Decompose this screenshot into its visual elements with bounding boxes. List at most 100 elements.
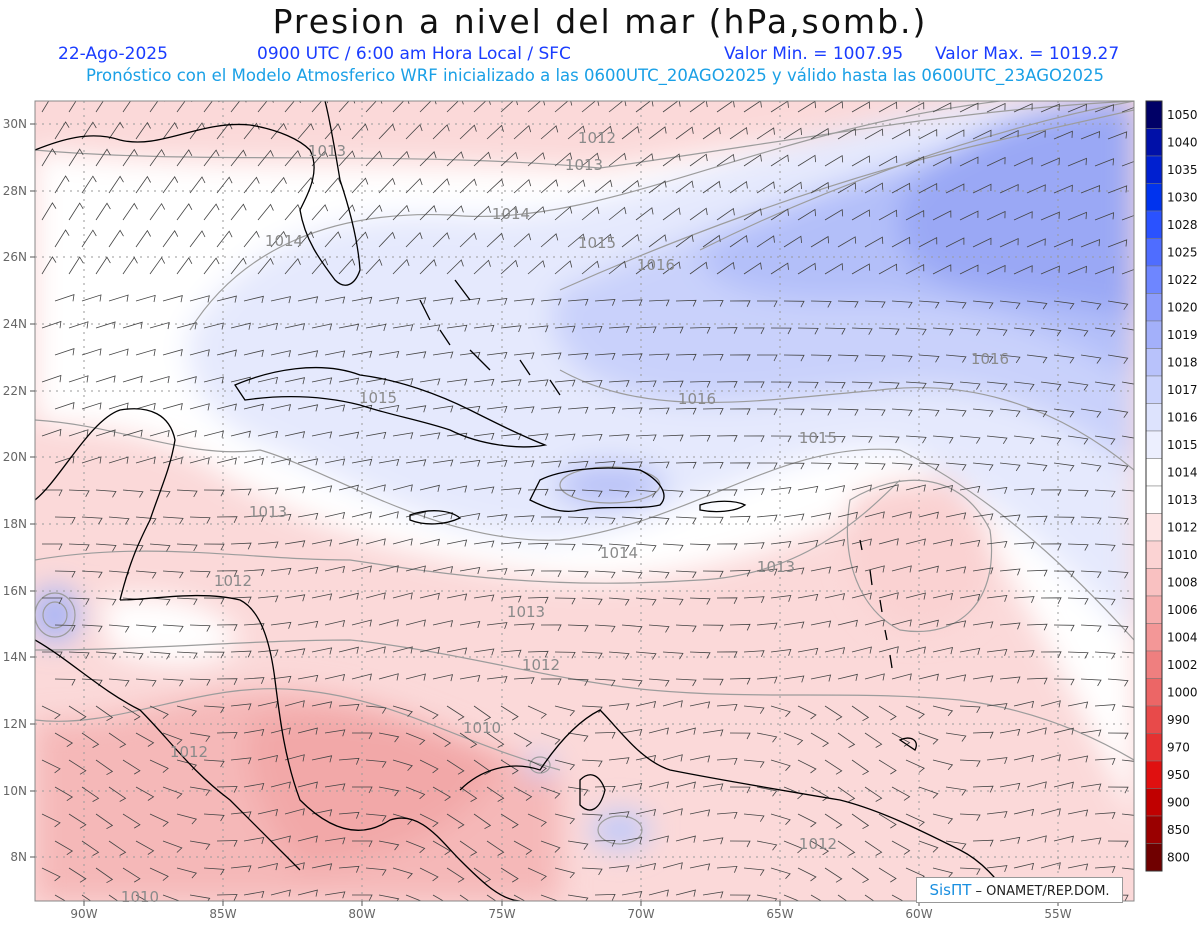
wind-barb — [1040, 597, 1062, 604]
lat-label: 24N — [3, 317, 27, 331]
wind-barb — [365, 646, 386, 654]
wind-barb — [189, 122, 206, 140]
wind-barb — [594, 461, 616, 468]
wind-barb — [743, 705, 765, 714]
wind-barb — [365, 592, 386, 600]
wind-barb — [243, 515, 265, 522]
wind-barb — [1040, 808, 1061, 816]
wind-barb — [54, 840, 74, 856]
wind-barb — [135, 732, 155, 747]
wind-barb — [324, 729, 346, 737]
wind-barb — [459, 840, 478, 856]
wind-barb — [392, 646, 413, 654]
wind-barb — [581, 705, 603, 714]
wind-barb — [783, 235, 802, 248]
wind-barb — [81, 840, 100, 856]
colorbar-swatch — [1145, 348, 1163, 377]
wind-barb — [95, 867, 114, 884]
colorbar-swatch — [1145, 430, 1163, 459]
wind-barb — [662, 261, 681, 275]
wind-barb — [864, 128, 884, 140]
wind-barb — [68, 489, 90, 497]
wind-barb — [284, 431, 306, 439]
wind-barb — [945, 462, 967, 471]
wind-barb — [446, 813, 465, 829]
wind-barb — [108, 894, 119, 901]
wind-barb — [702, 570, 724, 578]
wind-barb — [108, 121, 124, 140]
wind-barb — [135, 294, 156, 303]
wind-barb — [608, 101, 627, 113]
wind-barb — [702, 300, 724, 307]
wind-barb — [918, 354, 940, 363]
wind-barb — [392, 432, 414, 440]
wind-barb — [972, 129, 992, 140]
wind-barb — [837, 786, 856, 802]
lon-label: 55W — [1044, 907, 1071, 921]
wind-barb — [162, 122, 179, 140]
colorbar-label: 1035 — [1167, 163, 1198, 177]
wind-barb — [324, 511, 346, 520]
wind-barb — [257, 754, 279, 763]
wind-barb — [716, 327, 738, 334]
wind-barb — [689, 489, 711, 497]
wind-barb — [338, 538, 359, 546]
wind-barb — [918, 462, 940, 471]
wind-barb — [257, 862, 279, 871]
wind-barb — [810, 235, 829, 248]
wind-barb — [729, 300, 751, 307]
wind-barb — [716, 865, 738, 873]
wind-barb — [702, 891, 724, 899]
colorbar-label: 1015 — [1167, 438, 1198, 452]
wind-barb — [203, 597, 225, 605]
wind-barb — [81, 348, 102, 356]
wind-barb — [243, 836, 265, 845]
wind-barb — [122, 101, 138, 113]
wind-barb — [851, 263, 871, 275]
wind-barb — [351, 350, 373, 358]
wind-barb — [311, 863, 333, 871]
wind-barb — [162, 894, 181, 901]
wind-barb — [918, 408, 940, 417]
wind-barb — [757, 462, 778, 470]
wind-barb — [324, 123, 342, 140]
wind-barb — [54, 402, 75, 410]
wind-barb — [1094, 812, 1116, 819]
wind-barb — [338, 757, 360, 765]
wind-barb — [999, 514, 1021, 522]
wind-barb — [729, 462, 751, 469]
wind-barb — [216, 570, 238, 577]
wind-barb — [122, 202, 138, 221]
wind-barb — [959, 435, 981, 444]
wind-barb — [554, 489, 576, 497]
wind-barb — [1121, 435, 1134, 439]
wind-barb — [1107, 300, 1129, 310]
wind-barb — [216, 349, 237, 357]
wind-barb — [446, 867, 465, 883]
wind-barb — [378, 673, 399, 681]
lon-label: 80W — [348, 907, 375, 921]
wind-barb — [932, 813, 954, 825]
wind-barb — [68, 597, 90, 605]
wind-barb — [540, 786, 561, 799]
wind-barb — [338, 431, 360, 439]
wind-barb — [689, 755, 711, 763]
wind-barb — [878, 101, 898, 113]
wind-barb — [1013, 650, 1035, 657]
wind-barb — [540, 678, 562, 686]
wind-barb — [743, 488, 765, 496]
wind-barb — [797, 262, 816, 275]
wind-barb — [68, 867, 87, 883]
wind-barb — [1067, 543, 1089, 551]
wind-barb — [459, 297, 481, 305]
wind-barb — [297, 835, 318, 843]
wind-barb — [972, 731, 994, 739]
wind-barb — [284, 754, 305, 762]
wind-barb — [756, 894, 778, 901]
wind-barb — [581, 379, 603, 387]
wind-barb — [81, 121, 97, 140]
wind-barb — [594, 299, 616, 306]
wind-barb — [81, 786, 100, 802]
wind-barb — [68, 101, 84, 113]
wind-barb — [203, 203, 220, 221]
